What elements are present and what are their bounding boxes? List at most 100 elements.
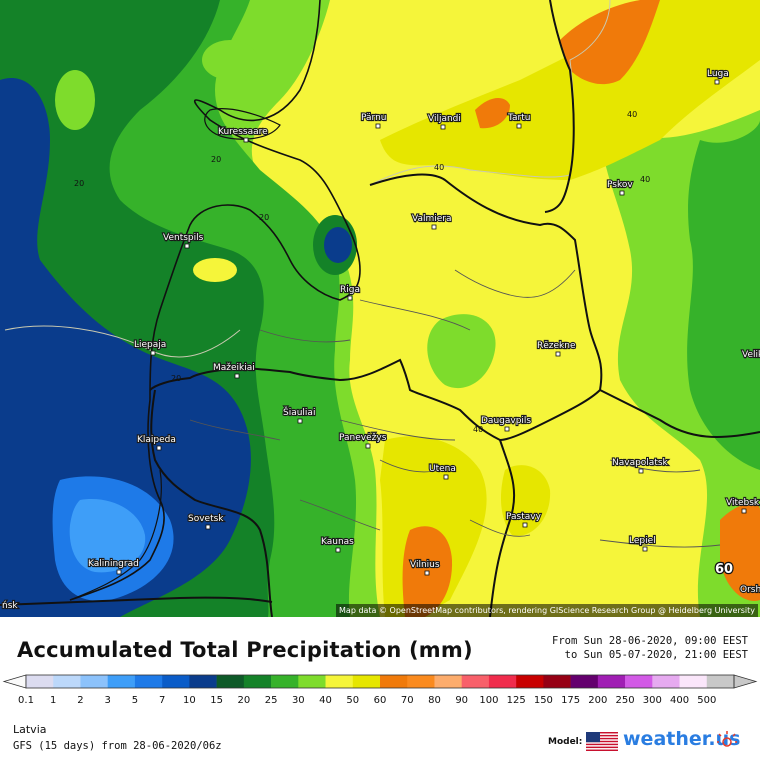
scale-swatch xyxy=(189,675,217,688)
city-daugavpils[interactable]: Daugavpils xyxy=(480,415,533,432)
city-cut-off[interactable]: ńsk xyxy=(1,600,20,612)
city-velikie[interactable]: Velik xyxy=(741,349,760,361)
border-belarus-north xyxy=(599,389,760,438)
city-kaunas[interactable]: Kaunas xyxy=(320,536,355,553)
logo-sun-icon xyxy=(717,731,737,747)
city-label: Vilnius xyxy=(410,560,440,570)
city-utena[interactable]: Utena xyxy=(428,463,457,480)
period-to: to Sun 05-07-2020, 21:00 EEST xyxy=(564,649,748,661)
scale-tick-label: 3 xyxy=(105,695,111,706)
us-flag-icon xyxy=(586,732,618,751)
contour-label: 20 xyxy=(259,213,269,222)
scale-swatch xyxy=(134,675,163,688)
cell-10-15-gulf xyxy=(324,227,352,263)
city-sovetsk[interactable]: Sovetsk xyxy=(187,513,225,530)
city-luga[interactable]: Luga xyxy=(706,68,730,85)
scale-swatch xyxy=(679,675,708,688)
city-siauliai[interactable]: Šiauliai xyxy=(282,405,317,424)
contour-label: 20 xyxy=(74,179,84,188)
city-mazeikiai[interactable]: Mažeikiai xyxy=(212,362,256,379)
scale-tick-label: 80 xyxy=(428,695,441,706)
scale-tick-label: 25 xyxy=(265,695,278,706)
field-50-60-east xyxy=(720,503,760,601)
weather-us-logo[interactable]: weather.us xyxy=(623,728,741,750)
coastline xyxy=(69,0,361,601)
scale-swatch xyxy=(543,675,571,688)
scale-swatch xyxy=(352,675,381,688)
city-rezekne[interactable]: Rēzekne xyxy=(536,340,577,357)
city-label: Luga xyxy=(707,69,729,79)
border-poland xyxy=(0,596,273,606)
city-label: Liepaja xyxy=(134,340,166,350)
city-label: Mažeikiai xyxy=(213,363,255,373)
city-vilnius[interactable]: Vilnius xyxy=(409,559,441,576)
time-period: From Sun 28-06-2020, 09:00 EEST to Sun 0… xyxy=(552,634,748,662)
map-attribution[interactable]: Map data © OpenStreetMap contributors, r… xyxy=(336,604,758,617)
scale-tick-label: 70 xyxy=(401,695,414,706)
cell-yellow-west xyxy=(193,258,237,282)
city-orsha[interactable]: Orsh xyxy=(739,584,760,596)
scale-tick-label: 50 xyxy=(346,695,359,706)
city-label: Sovetsk xyxy=(188,514,224,524)
scale-swatch xyxy=(325,675,354,688)
city-panevezys[interactable]: Panevėžys xyxy=(338,432,388,449)
contour-label: 40 xyxy=(473,425,483,434)
city-label: Lepiel xyxy=(629,536,656,546)
city-kaliningrad[interactable]: Kaliningrad xyxy=(87,558,140,575)
precipitation-map[interactable]: 20 20 20 20 40 40 40 40 Kuressaare Pärnu… xyxy=(0,0,760,617)
city-klaipeda[interactable]: Klaipeda xyxy=(136,434,177,451)
city-valmiera[interactable]: Valmiera xyxy=(411,213,453,230)
city-tartu[interactable]: Tartu xyxy=(506,112,532,129)
scale-tick-label: 30 xyxy=(292,695,305,706)
city-riga[interactable]: Riga xyxy=(339,284,361,301)
regional-boundaries xyxy=(189,269,721,548)
city-label: Klaipeda xyxy=(137,435,176,445)
scale-tick-label: 40 xyxy=(319,695,332,706)
scale-swatch xyxy=(298,675,326,688)
city-label: ńsk xyxy=(2,601,18,611)
scale-tick-label: 400 xyxy=(670,695,689,706)
city-pskov[interactable]: Pskov xyxy=(606,179,634,196)
scale-tick-label: 15 xyxy=(210,695,223,706)
scale-swatch xyxy=(516,675,544,688)
scale-swatch xyxy=(706,675,735,688)
point-value-label: 60 xyxy=(715,562,733,577)
city-label: Pskov xyxy=(607,180,633,190)
scale-tick-label: 125 xyxy=(507,695,526,706)
saaremaa-island xyxy=(204,108,281,140)
city-label: Vitebsk xyxy=(726,498,760,508)
city-label: Pastavy xyxy=(506,512,542,522)
scale-tick-label: 500 xyxy=(697,695,716,706)
border-lithuania-belarus xyxy=(489,439,516,617)
scale-arrow-right xyxy=(733,674,758,689)
city-ventspils[interactable]: Ventspils xyxy=(162,232,205,249)
scale-swatch xyxy=(597,675,626,688)
city-lepiel[interactable]: Lepiel xyxy=(628,535,657,552)
scale-swatch xyxy=(162,675,190,688)
border-estonia-russia xyxy=(544,0,575,213)
city-pastavy[interactable]: Pastavy xyxy=(505,511,543,528)
city-vitebsk[interactable]: Vitebsk xyxy=(725,497,760,514)
contour-label: 40 xyxy=(627,110,637,119)
scale-tick-label: 0.1 xyxy=(18,695,34,706)
city-parnu[interactable]: Pärnu xyxy=(360,112,388,129)
city-label: Kaunas xyxy=(321,537,354,547)
model-run-info: GFS (15 days) from 28-06-2020/06z xyxy=(13,740,222,752)
scale-tick-label: 5 xyxy=(132,695,138,706)
city-liepaja[interactable]: Liepaja xyxy=(133,339,167,356)
scale-tick-label: 200 xyxy=(588,695,607,706)
color-scale: 0.1 1 2 3 5 7 10 15 20 25 30 40 50 60 70 80 90 100 125 150 1… xyxy=(2,674,758,706)
scale-swatch xyxy=(461,675,490,688)
city-viljandi[interactable]: Viljandi xyxy=(427,113,462,130)
scale-swatch xyxy=(380,675,408,688)
city-label: Velik xyxy=(742,350,760,360)
city-label: Kuressaare xyxy=(218,127,268,137)
scale-swatch xyxy=(80,675,108,688)
scale-tick-label: 2 xyxy=(77,695,83,706)
city-label: Pärnu xyxy=(361,113,387,123)
city-label: Rēzekne xyxy=(537,341,576,351)
city-navapolatsk[interactable]: Navapolatsk xyxy=(611,457,670,474)
scale-tick-label: 60 xyxy=(374,695,387,706)
city-kuressaare[interactable]: Kuressaare xyxy=(217,126,269,143)
map-canvas: 20 20 20 20 40 40 40 40 Kuressaare Pärnu… xyxy=(0,0,760,617)
